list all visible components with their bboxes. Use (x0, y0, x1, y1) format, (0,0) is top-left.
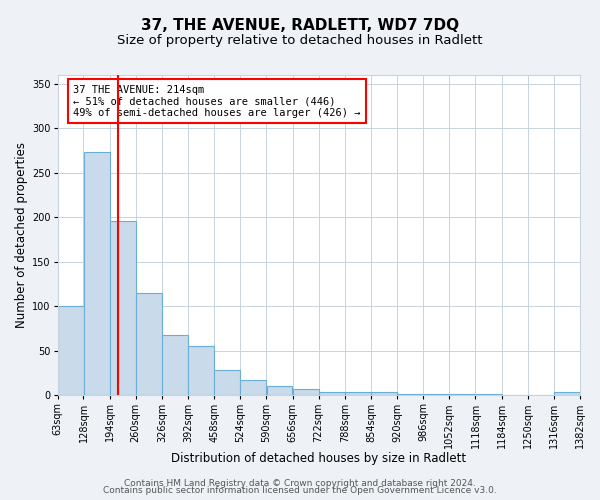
Text: 37 THE AVENUE: 214sqm
← 51% of detached houses are smaller (446)
49% of semi-det: 37 THE AVENUE: 214sqm ← 51% of detached … (73, 84, 361, 118)
Bar (293, 389, 319, 396)
Bar (424, 394, 449, 396)
Bar (345, 392, 371, 396)
Text: Size of property relative to detached houses in Radlett: Size of property relative to detached ho… (117, 34, 483, 47)
Bar (397, 394, 423, 396)
Bar (83, 152, 110, 396)
Y-axis label: Number of detached properties: Number of detached properties (15, 142, 28, 328)
Bar (449, 394, 475, 396)
Text: Contains HM Land Registry data © Crown copyright and database right 2024.: Contains HM Land Registry data © Crown c… (124, 478, 476, 488)
X-axis label: Distribution of detached houses by size in Radlett: Distribution of detached houses by size … (172, 452, 466, 465)
Bar (319, 392, 345, 396)
Bar (58, 306, 84, 396)
Bar (214, 370, 240, 396)
Text: Contains public sector information licensed under the Open Government Licence v3: Contains public sector information licen… (103, 486, 497, 495)
Bar (554, 392, 580, 396)
Bar (371, 392, 397, 396)
Bar (136, 293, 162, 396)
Bar (476, 394, 502, 396)
Text: 37, THE AVENUE, RADLETT, WD7 7DQ: 37, THE AVENUE, RADLETT, WD7 7DQ (141, 18, 459, 32)
Bar (110, 221, 136, 396)
Bar (241, 380, 266, 396)
Bar (188, 346, 214, 396)
Bar (162, 335, 188, 396)
Bar (266, 386, 292, 396)
